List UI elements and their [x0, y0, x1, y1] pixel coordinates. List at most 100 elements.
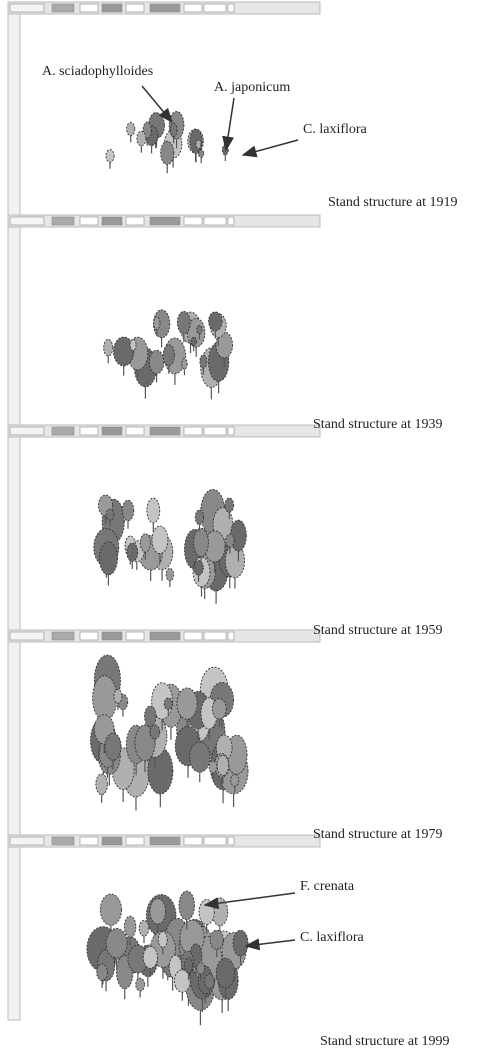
toolbar-button — [227, 3, 235, 13]
caption: Stand structure at 1959 — [313, 623, 442, 638]
toolbar-button — [203, 426, 227, 436]
tree-crown — [95, 773, 108, 796]
tree-crown — [188, 741, 211, 773]
toolbar-button — [149, 836, 181, 846]
tree-crown — [198, 149, 205, 159]
toolbar-button — [125, 3, 145, 13]
toolbar-button — [203, 3, 227, 13]
tree-crown — [165, 567, 175, 582]
toolbar-button — [227, 836, 235, 846]
tree-crown — [103, 338, 114, 357]
tree-crown — [176, 310, 191, 335]
tree-crown — [203, 530, 226, 563]
arrow — [203, 892, 296, 910]
arrow — [244, 938, 296, 951]
toolbar-button — [125, 631, 145, 641]
tree-crown — [144, 705, 157, 727]
tree-crown — [135, 977, 145, 992]
tree-crown — [129, 338, 137, 351]
toolbar-button — [183, 836, 203, 846]
tree-crown — [208, 760, 218, 774]
annotation: A. sciadophylloides — [42, 64, 153, 79]
toolbar-button — [183, 426, 203, 436]
toolbar-button — [101, 3, 123, 13]
tree-crown — [153, 316, 161, 331]
toolbar-button — [149, 426, 181, 436]
annotation: F. crenata — [300, 879, 355, 894]
toolbar-button — [9, 836, 45, 846]
tree-crown — [193, 527, 209, 558]
toolbar-button — [51, 836, 75, 846]
toolbar-button — [51, 3, 75, 13]
tree-crown — [136, 130, 147, 147]
tree-crown — [169, 122, 178, 138]
tree-crown — [221, 144, 229, 156]
toolbar-button — [125, 836, 145, 846]
tree-crown — [139, 533, 151, 553]
tree-crown — [105, 928, 128, 959]
tree-crown — [105, 149, 115, 163]
toolbar-button — [183, 3, 203, 13]
toolbar-button — [183, 631, 203, 641]
tree-crown — [215, 957, 236, 989]
annotation: C. laxiflora — [303, 122, 368, 137]
tree-crown — [151, 682, 173, 720]
tree-crown — [126, 122, 136, 137]
tree-crown — [104, 732, 122, 761]
tree-crown — [142, 945, 158, 969]
tree-crown — [232, 929, 249, 957]
tree-crown — [190, 336, 197, 347]
tree-crown — [105, 508, 115, 521]
tree-crown — [211, 698, 227, 720]
toolbar-button — [203, 836, 227, 846]
toolbar-button — [79, 836, 99, 846]
tree-crown — [216, 754, 230, 776]
tree-crown — [198, 899, 215, 926]
toolbar-button — [79, 3, 99, 13]
toolbar-button — [203, 216, 227, 226]
tree-crown — [162, 344, 175, 366]
tree-crown — [149, 898, 167, 925]
toolbar-button — [79, 216, 99, 226]
tree-crown — [173, 969, 191, 993]
tree-crown — [176, 687, 198, 720]
toolbar-button — [51, 631, 75, 641]
tree-crown — [225, 533, 235, 548]
tree-crown — [149, 724, 161, 740]
tree-crown — [123, 915, 137, 938]
tree-crown — [151, 525, 169, 555]
tree-crown — [181, 358, 188, 370]
tree-crown — [148, 349, 165, 375]
toolbar-button — [101, 216, 123, 226]
tree-crown — [157, 931, 168, 948]
toolbar-button — [203, 631, 227, 641]
tree-crown — [208, 311, 223, 332]
caption: Stand structure at 1919 — [328, 195, 457, 210]
toolbar-button — [227, 426, 235, 436]
toolbar-button — [101, 836, 123, 846]
tree-crown — [99, 893, 122, 926]
tree-crown — [184, 957, 194, 974]
tree-crown — [160, 140, 175, 165]
toolbar-button — [51, 216, 75, 226]
toolbar-button — [9, 426, 45, 436]
tree-crown — [195, 139, 202, 150]
caption: Stand structure at 1979 — [313, 827, 442, 842]
arrow — [141, 85, 173, 124]
tree-crown — [163, 697, 173, 711]
tree-crown — [224, 497, 235, 513]
tree-crown — [178, 890, 195, 921]
tree-crown — [113, 336, 135, 367]
tree-crown — [230, 519, 247, 552]
caption: Stand structure at 1939 — [313, 417, 442, 432]
toolbar-button — [125, 216, 145, 226]
tree-crown — [96, 963, 108, 981]
toolbar-button — [149, 631, 181, 641]
toolbar-button — [79, 426, 99, 436]
toolbar-button — [101, 631, 123, 641]
tree-crown — [230, 773, 240, 787]
arrow — [241, 139, 299, 158]
toolbar-button — [227, 631, 235, 641]
toolbar-button — [149, 3, 181, 13]
tree-crown — [138, 919, 150, 937]
